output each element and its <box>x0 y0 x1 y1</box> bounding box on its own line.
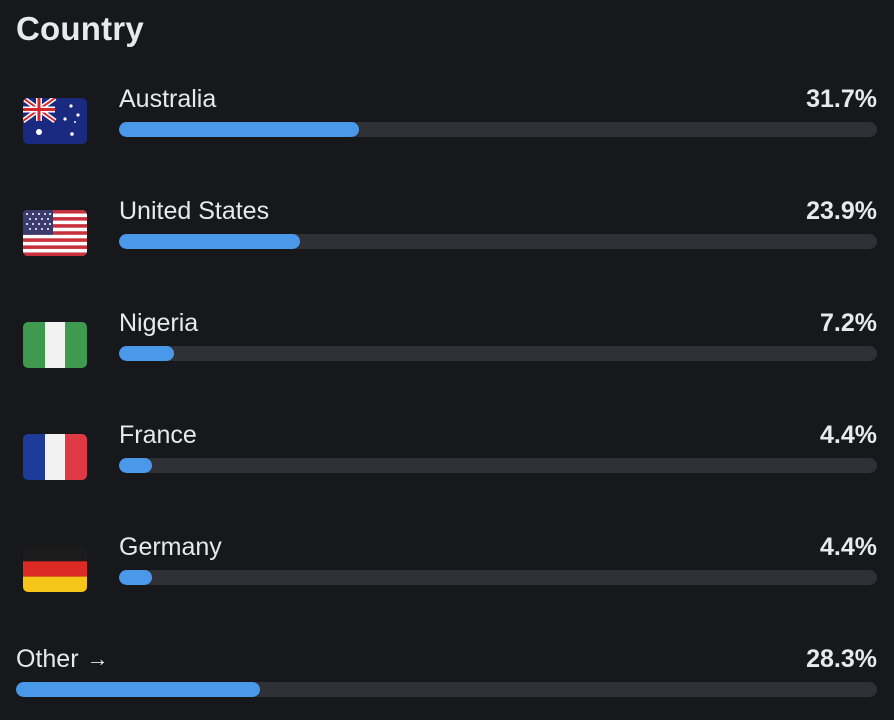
country-name: Nigeria <box>119 309 199 337</box>
progress-track <box>119 458 877 473</box>
country-name: France <box>119 421 197 449</box>
other-percent: 28.3% <box>806 645 877 673</box>
germany-flag-icon <box>23 546 87 592</box>
arrow-right-icon: → <box>86 646 109 671</box>
progress-track <box>16 682 877 697</box>
country-percent: 31.7% <box>806 85 877 113</box>
country-row-other[interactable]: Other → 28.3% <box>0 644 894 720</box>
australia-flag-icon <box>23 98 87 144</box>
country-row-germany: Germany 4.4% <box>0 532 894 612</box>
other-label: Other <box>16 645 79 673</box>
progress-fill <box>119 346 174 361</box>
country-percent: 4.4% <box>820 421 877 449</box>
france-flag-icon <box>23 434 87 480</box>
country-percent: 7.2% <box>820 309 877 337</box>
country-row-australia: Australia 31.7% <box>0 84 894 164</box>
country-name: Australia <box>119 85 217 113</box>
country-percent: 23.9% <box>806 197 877 225</box>
other-link[interactable]: Other → <box>16 644 109 674</box>
country-percent: 4.4% <box>820 533 877 561</box>
progress-track <box>119 234 877 249</box>
progress-fill <box>119 458 153 473</box>
country-name: United States <box>119 197 270 225</box>
country-row-france: France 4.4% <box>0 420 894 500</box>
progress-track <box>119 346 877 361</box>
country-name: Germany <box>119 533 222 561</box>
section-title: Country <box>16 10 144 47</box>
progress-fill <box>119 234 301 249</box>
country-row-nigeria: Nigeria 7.2% <box>0 308 894 388</box>
progress-track <box>119 122 877 137</box>
united-states-flag-icon <box>23 210 87 256</box>
progress-fill <box>16 682 260 697</box>
progress-track <box>119 570 877 585</box>
nigeria-flag-icon <box>23 322 87 368</box>
progress-fill <box>119 570 153 585</box>
progress-fill <box>119 122 360 137</box>
country-row-united-states: United States 23.9% <box>0 196 894 276</box>
